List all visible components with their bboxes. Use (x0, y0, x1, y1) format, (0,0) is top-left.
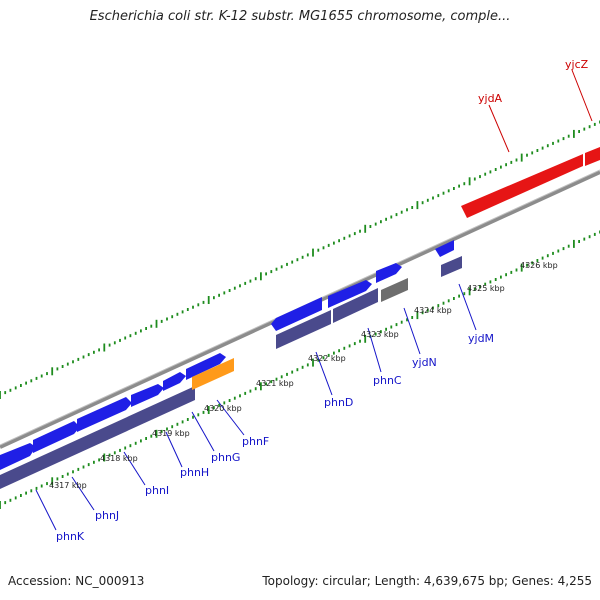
kbp-label: 4320 kbp (204, 404, 242, 413)
gene-arrow-yjdM[interactable] (435, 240, 454, 257)
gene-arrow-yjdN[interactable] (376, 263, 402, 283)
kbp-labels: 4317 kbp 4318 kbp 4319 kbp 4320 kbp 4321… (49, 261, 558, 490)
operon-band-phn[interactable] (0, 386, 195, 489)
forward-strand-genes (0, 240, 454, 470)
gene-labels: phnK phnJ phnI phnH phnG phnF phnD phnC … (56, 58, 589, 543)
gene-label-phnG[interactable]: phnG (211, 451, 240, 464)
gene-arrow-phnH[interactable] (131, 384, 164, 407)
gene-label-phnD[interactable]: phnD (324, 396, 353, 409)
operon-band-yjdM[interactable] (441, 256, 462, 277)
gene-label-phnI[interactable]: phnI (145, 484, 169, 497)
reverse-strand-genes (461, 147, 600, 218)
kbp-label: 4319 kbp (152, 429, 190, 438)
gene-arrow-phnD[interactable] (271, 297, 322, 331)
operon-band-phnD[interactable] (276, 310, 331, 349)
operon-band-phnC[interactable] (333, 288, 378, 323)
kbp-label: 4322 kbp (308, 354, 346, 363)
gene-arrow-yjcZ[interactable] (585, 147, 600, 166)
gene-arrow-phnI[interactable] (77, 397, 132, 432)
gene-label-phnF[interactable]: phnF (242, 435, 269, 448)
gene-arrow-yjdA[interactable] (461, 154, 583, 218)
kbp-label: 4325 kbp (467, 284, 505, 293)
kbp-label: 4317 kbp (49, 481, 87, 490)
gene-arrow-phnJ[interactable] (33, 421, 80, 453)
kbp-label: 4318 kbp (100, 454, 138, 463)
gene-leader-lines (35, 69, 593, 531)
gene-label-yjdN[interactable]: yjdN (412, 356, 437, 369)
gene-label-yjdA[interactable]: yjdA (478, 92, 503, 105)
accession-text: Accession: NC_000913 (8, 574, 145, 588)
genome-summary-text: Topology: circular; Length: 4,639,675 bp… (262, 574, 592, 588)
gene-arrow-phnK[interactable] (0, 443, 36, 470)
gene-label-phnK[interactable]: phnK (56, 530, 85, 543)
gene-label-yjdM[interactable]: yjdM (468, 332, 494, 345)
kbp-label: 4323 kbp (361, 330, 399, 339)
gene-label-yjcZ[interactable]: yjcZ (565, 58, 589, 71)
gene-arrow-phnF-top[interactable] (186, 353, 226, 380)
kbp-label: 4326 kbp (520, 261, 558, 270)
tick-marks (0, 120, 600, 509)
operon-band-phnF[interactable] (192, 358, 234, 390)
gene-label-phnC[interactable]: phnC (373, 374, 402, 387)
gene-label-phnJ[interactable]: phnJ (95, 509, 119, 522)
map-title: Escherichia coli str. K-12 substr. MG165… (89, 9, 511, 24)
kbp-label: 4324 kbp (414, 306, 452, 315)
gene-label-phnH[interactable]: phnH (180, 466, 209, 479)
operon-bands (0, 256, 462, 489)
gene-arrow-phnG[interactable] (163, 372, 186, 391)
operon-band-yjdN[interactable] (381, 278, 408, 302)
gene-arrow-phnC[interactable] (328, 280, 372, 308)
kbp-label: 4321 kbp (256, 379, 294, 388)
